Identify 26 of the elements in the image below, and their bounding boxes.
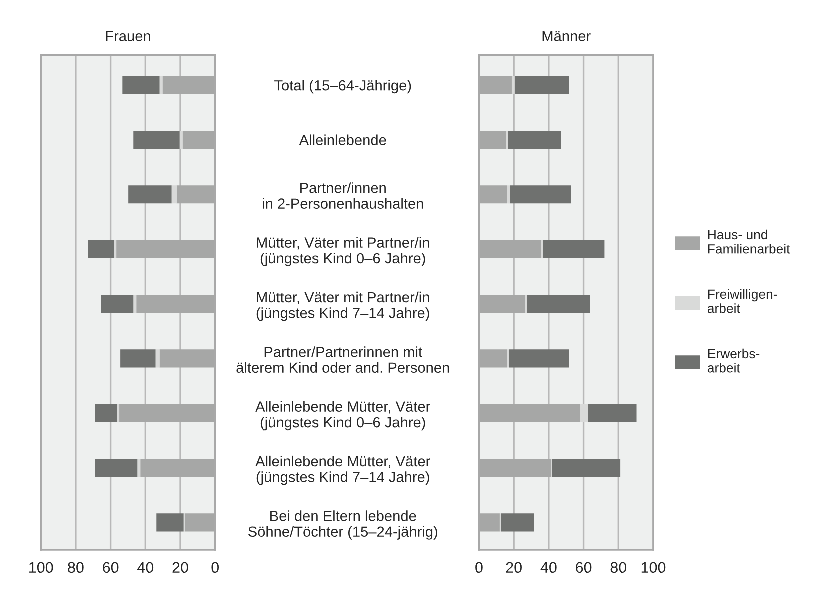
x-tick-label: 100: [30, 562, 54, 574]
x-tick-label: 20: [172, 562, 188, 574]
x-tick-label: 0: [476, 562, 483, 574]
x-tick-label: 80: [610, 562, 627, 574]
legend-label: Erwerbs- arbeit: [708, 348, 760, 373]
y-tick-label: Alleinlebende: [299, 134, 386, 146]
y-tick-label: Alleinlebende Mütter, Väter (jüngstes Kind 7–14 Jahre): [256, 456, 430, 486]
y-tick-label: Mütter, Väter mit Partner/in (jüngstes Kind 0–6 Jahre): [257, 237, 430, 267]
x-tick-label: 80: [68, 562, 84, 574]
legend-label: Freiwilligen- arbeit: [708, 289, 778, 314]
x-tick-label: 100: [642, 562, 666, 574]
x-tick-label: 60: [576, 562, 592, 574]
y-tick-label: Partner/Partnerinnen mit älterem Kind oder and. Personen: [236, 346, 450, 374]
x-tick-label: 0: [212, 562, 220, 574]
chart-title: Frauen: [106, 31, 150, 42]
y-tick-label: Bei den Eltern lebende Söhne/Töchter (15–24-jährig): [248, 510, 438, 540]
y-tick-label: Partner/innen in 2-Personenhaushalten: [263, 182, 424, 209]
x-tick-label: 40: [540, 562, 557, 574]
x-tick-label: 40: [138, 562, 154, 574]
chart-title: Männer: [542, 31, 591, 42]
x-tick-label: 60: [103, 562, 119, 574]
y-tick-label: Alleinlebende Mütter, Väter (jüngstes Kind 0–6 Jahre): [256, 401, 430, 431]
y-tick-label: Total (15–64-Jährige): [274, 80, 412, 94]
x-tick-label: 20: [506, 562, 522, 574]
y-tick-label: Mütter, Väter mit Partner/in (jüngstes Kind 7–14 Jahre): [256, 292, 430, 322]
legend-label: Haus- und Familienarbeit: [708, 230, 790, 254]
